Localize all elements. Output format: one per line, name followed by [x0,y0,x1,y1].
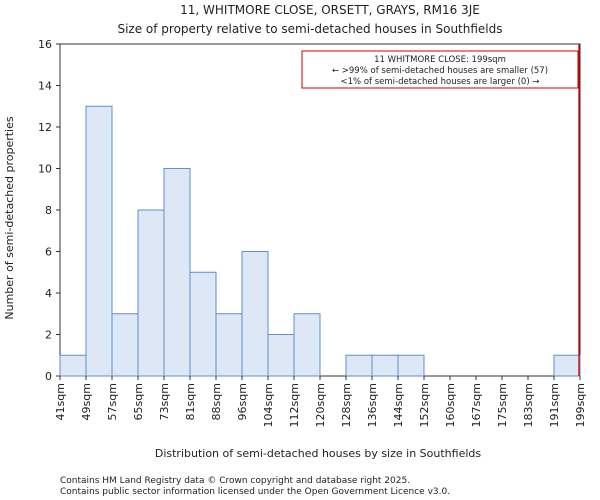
bar-73sqm [163,168,191,377]
x-tick-label: 199sqm [574,383,587,427]
bar-41sqm [59,354,87,377]
bars [59,105,581,377]
y-axis-label: Number of semi-detached properties [3,116,16,319]
x-tick-label: 144sqm [392,383,405,427]
y-tick-label: 10 [38,163,52,176]
x-tick-label: 65sqm [132,383,145,420]
bar-112sqm [293,313,321,377]
x-tick-label: 41sqm [54,383,67,420]
bar-191sqm [553,354,581,377]
x-tick-label: 128sqm [340,383,353,427]
bar-88sqm [215,313,243,377]
plot-area: 0 2 4 6 8 10 12 14 16 41sqm 49sqm 57sqm 65sqm 73sqm 8… [38,38,587,427]
y-axis-ticks: 0 2 4 6 8 10 12 14 16 [38,38,60,383]
annotation-frame [301,50,579,89]
x-tick-label: 49sqm [80,383,93,420]
y-tick-label: 16 [38,38,52,51]
x-tick-label: 104sqm [262,383,275,427]
bar-144sqm [397,354,425,377]
x-tick-label: 112sqm [288,383,301,427]
x-tick-label: 136sqm [366,383,379,427]
annotation-box: 11 WHITMORE CLOSE: 199sqm ← >99% of semi… [301,50,579,89]
x-tick-label: 57sqm [106,383,119,420]
annotation-line-3: <1% of semi-detached houses are larger (… [341,77,540,87]
annotation-line-2: ← >99% of semi-detached houses are small… [332,66,548,76]
y-tick-label: 4 [45,287,52,300]
x-tick-label: 81sqm [184,383,197,420]
x-tick-label: 73sqm [158,383,171,420]
y-tick-label: 8 [45,204,52,217]
x-tick-label: 152sqm [418,383,431,427]
x-tick-label: 183sqm [522,383,535,427]
bar-96sqm [241,251,269,377]
bar-136sqm [371,354,399,377]
x-tick-label: 120sqm [314,383,327,427]
x-tick-label: 96sqm [236,383,249,420]
bar-57sqm [111,313,139,377]
x-axis-ticks: 41sqm 49sqm 57sqm 65sqm 73sqm 81sqm 88sqm 96sqm… [54,376,587,427]
x-axis-label: Distribution of semi-detached houses by … [155,447,482,460]
bar-49sqm [85,105,113,377]
chart-subtitle: Size of property relative to semi-detach… [117,22,502,36]
x-tick-label: 88sqm [210,383,223,420]
bar-65sqm [137,209,165,377]
bar-104sqm [267,334,295,377]
y-tick-label: 2 [45,329,52,342]
x-tick-label: 191sqm [548,383,561,427]
y-tick-label: 0 [45,370,52,383]
chart-title: 11, WHITMORE CLOSE, ORSETT, GRAYS, RM16 … [180,3,480,17]
x-tick-label: 160sqm [444,383,457,427]
x-tick-label: 175sqm [496,383,509,427]
bar-81sqm [189,271,217,377]
footer-line-1: Contains HM Land Registry data © Crown c… [60,476,410,486]
y-tick-label: 14 [38,80,52,93]
x-tick-label: 167sqm [470,383,483,427]
y-tick-label: 6 [45,246,52,259]
bar-128sqm [345,354,373,377]
annotation-line-1: 11 WHITMORE CLOSE: 199sqm [374,55,506,65]
footer-line-2: Contains public sector information licen… [60,487,450,497]
y-tick-label: 12 [38,121,52,134]
